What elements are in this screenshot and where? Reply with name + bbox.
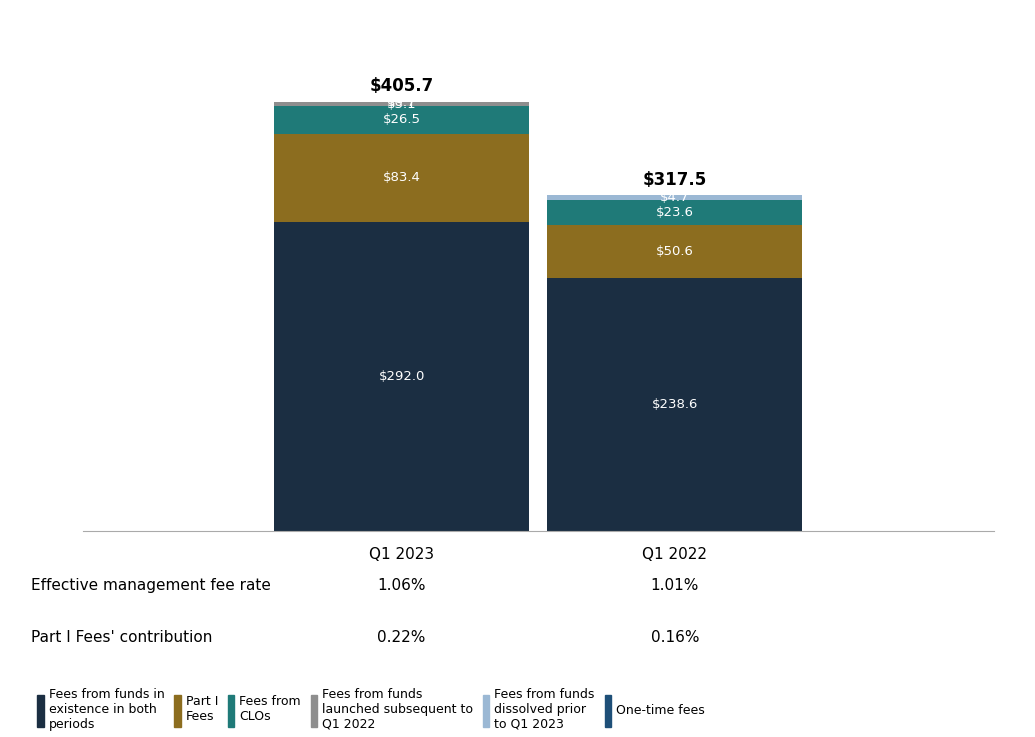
Text: 0.22%: 0.22% <box>378 630 425 645</box>
Text: $0.7: $0.7 <box>387 96 416 108</box>
Text: $83.4: $83.4 <box>383 171 420 184</box>
Bar <box>548 200 802 225</box>
Bar <box>548 225 802 279</box>
Text: $292.0: $292.0 <box>379 370 424 383</box>
Bar <box>274 222 529 531</box>
Text: $23.6: $23.6 <box>656 206 693 219</box>
Text: Part I Fees' contribution: Part I Fees' contribution <box>31 630 212 645</box>
Text: $4.7: $4.7 <box>660 191 689 204</box>
Legend: Fees from funds in
existence in both
periods, Part I
Fees, Fees from
CLOs, Fees : Fees from funds in existence in both per… <box>37 688 705 731</box>
Text: $26.5: $26.5 <box>383 113 420 126</box>
Bar <box>274 105 529 133</box>
Text: 0.16%: 0.16% <box>651 630 699 645</box>
Text: 1.01%: 1.01% <box>651 579 699 593</box>
Text: $238.6: $238.6 <box>652 398 698 411</box>
Text: Effective management fee rate: Effective management fee rate <box>31 579 271 593</box>
Text: $50.6: $50.6 <box>656 245 693 258</box>
Text: $317.5: $317.5 <box>643 170 707 189</box>
Text: $3.1: $3.1 <box>387 97 416 111</box>
Text: $405.7: $405.7 <box>369 77 434 95</box>
Text: 1.06%: 1.06% <box>378 579 425 593</box>
Bar <box>548 195 802 200</box>
Bar <box>274 102 529 105</box>
Bar <box>548 279 802 531</box>
Bar <box>274 133 529 222</box>
